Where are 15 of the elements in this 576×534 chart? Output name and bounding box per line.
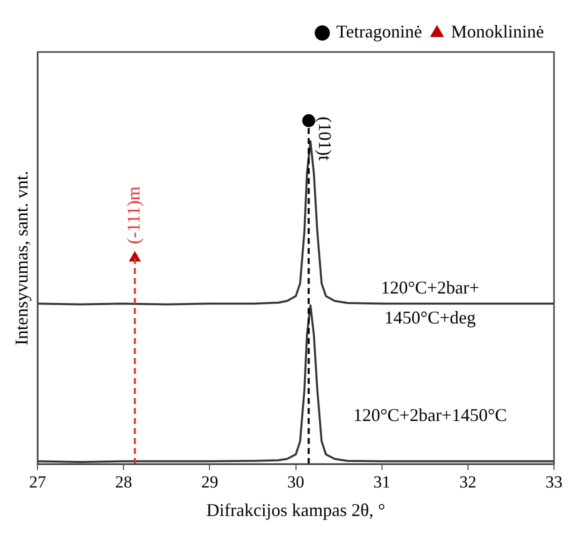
x-tick-label: 28: [115, 472, 132, 492]
x-axis-title: Difrakcijos kampas 2θ, °: [206, 500, 386, 520]
x-tick-label: 27: [29, 472, 47, 492]
x-tick-label: 33: [546, 472, 562, 492]
series-label: 120°C+2bar+ 1450°C+deg: [380, 277, 480, 328]
ref-line-label: (101)t: [314, 116, 335, 161]
y-axis-title: Intensyvumas, sant. vnt.: [12, 170, 32, 346]
x-tick-label: 32: [459, 472, 476, 492]
x-tick-label: 31: [373, 472, 390, 492]
x-tick-label: 30: [287, 472, 304, 492]
series-label: 120°C+2bar+1450°C: [353, 404, 507, 425]
ref-line-label: (-111)m: [124, 186, 144, 244]
x-tick-label: 29: [201, 472, 218, 492]
legend-label: Tetragoninė: [336, 22, 422, 42]
legend-label: Monoklininė: [451, 22, 544, 42]
